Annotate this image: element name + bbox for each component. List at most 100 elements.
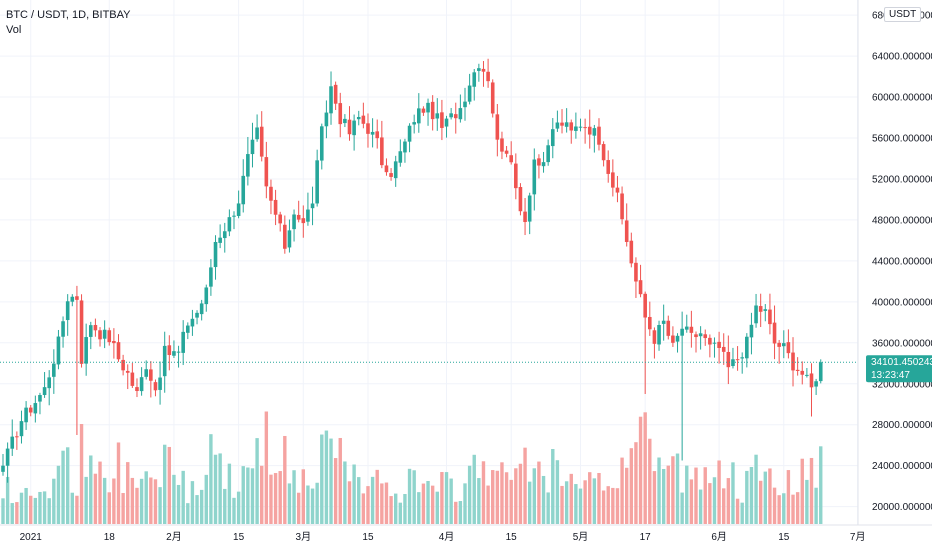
candle	[190, 309, 195, 336]
candle-body	[569, 122, 574, 131]
candle	[453, 102, 458, 134]
volume-bar	[583, 480, 587, 524]
candle-body	[758, 306, 763, 312]
volume-bar	[361, 493, 366, 524]
candle-body	[1, 465, 5, 472]
candle-body	[652, 330, 657, 344]
candle	[19, 410, 24, 444]
volume-label[interactable]: Vol	[6, 24, 22, 36]
volume-bar	[527, 481, 532, 524]
volume-bar	[763, 471, 767, 524]
candle	[777, 339, 781, 364]
candle-body	[264, 157, 269, 187]
candle-body	[495, 114, 500, 140]
candle-body	[629, 240, 634, 264]
candle-body	[657, 324, 661, 345]
candle-body	[772, 322, 777, 344]
candle-body	[560, 122, 564, 126]
candle	[421, 106, 426, 116]
candle	[384, 158, 389, 176]
volume-bar	[102, 477, 107, 524]
volume-bar	[338, 437, 342, 524]
candle	[527, 192, 532, 235]
time-tick-label: 3月	[296, 531, 312, 543]
volume-bar	[176, 484, 181, 524]
volume-bar	[768, 468, 772, 524]
volume-bar	[260, 465, 264, 524]
candle-body	[218, 237, 222, 243]
candle	[490, 79, 495, 118]
candle	[537, 154, 541, 179]
candle-body	[213, 241, 218, 268]
volume-bar	[504, 472, 509, 524]
volume-bar	[398, 502, 403, 524]
volume-bar	[47, 498, 51, 524]
candle-body	[162, 345, 167, 377]
volume-bar	[648, 438, 652, 524]
volume-bar	[546, 492, 550, 524]
volume-bar	[754, 454, 758, 524]
candle-body	[107, 330, 112, 343]
candle-body	[75, 296, 79, 300]
volume-bar	[454, 501, 458, 524]
price-tick-label: 48000.000000	[872, 215, 932, 226]
candle	[749, 312, 754, 355]
candle	[292, 209, 296, 242]
candle-body	[721, 346, 726, 352]
candle	[638, 264, 643, 298]
volume-bar	[370, 476, 375, 524]
candle	[222, 222, 227, 253]
volume-bar	[634, 442, 638, 524]
candle	[393, 155, 398, 187]
volume-bar	[564, 481, 569, 524]
candle	[818, 359, 823, 384]
candle-body	[176, 351, 181, 353]
candle	[375, 119, 380, 149]
volume-bar	[657, 457, 661, 524]
candle	[324, 100, 329, 139]
candle-body	[564, 122, 569, 127]
candle	[65, 294, 70, 336]
volume-bar	[574, 484, 578, 524]
volume-bar	[246, 467, 250, 524]
candle	[726, 335, 731, 385]
volume-bar	[782, 493, 786, 524]
candle-body	[227, 217, 232, 232]
price-tick-label: 28000.000000	[872, 420, 932, 431]
candle	[366, 113, 370, 148]
candle-body	[680, 328, 684, 336]
candle-body	[638, 280, 643, 295]
candle	[56, 329, 61, 370]
candle-body	[310, 203, 315, 209]
candle	[532, 148, 537, 211]
candle-body	[10, 436, 15, 449]
candle	[412, 114, 416, 134]
candle	[61, 316, 65, 348]
candle-body	[537, 158, 541, 166]
candle-body	[740, 357, 744, 359]
candle	[107, 327, 112, 346]
candle	[781, 330, 786, 359]
volume-bar	[671, 456, 675, 524]
candle-body	[712, 342, 717, 344]
candle-body	[88, 325, 93, 337]
volume-bar	[772, 487, 777, 524]
volume-bar	[29, 495, 33, 524]
volume-bar	[19, 492, 24, 524]
candle	[15, 431, 19, 450]
symbol-title[interactable]: BTC / USDT, 1D, BITBAY	[6, 9, 131, 21]
volume-bar	[463, 483, 467, 524]
candle	[102, 320, 107, 349]
candle-body	[795, 369, 800, 371]
candle	[592, 124, 597, 153]
volume-bar	[195, 495, 199, 524]
currency-button[interactable]: USDT	[884, 7, 922, 22]
candle	[209, 259, 213, 296]
volume-bar	[509, 479, 513, 524]
candle	[24, 401, 28, 430]
candle	[5, 442, 10, 483]
candle-body	[84, 337, 88, 364]
candle-body	[112, 340, 116, 344]
candle	[130, 362, 135, 388]
